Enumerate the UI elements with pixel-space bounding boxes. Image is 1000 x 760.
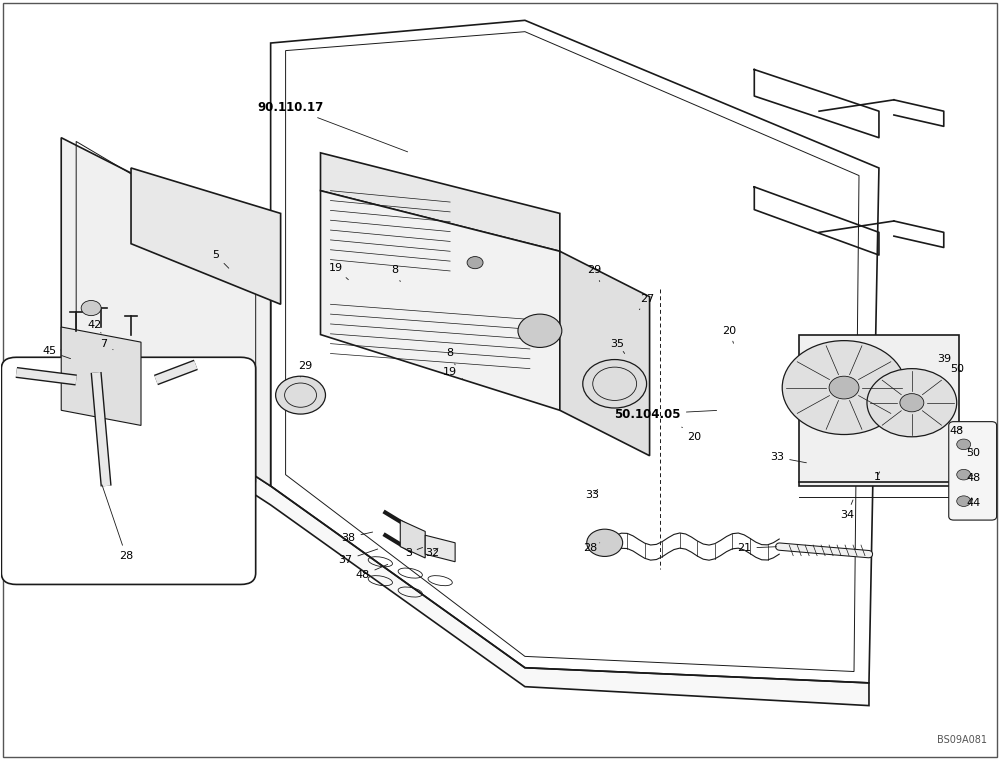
- Polygon shape: [799, 334, 959, 486]
- Text: 35: 35: [611, 339, 625, 353]
- Text: 28: 28: [583, 543, 600, 553]
- Polygon shape: [61, 350, 869, 705]
- Text: 29: 29: [588, 265, 602, 281]
- Text: 44: 44: [967, 498, 981, 508]
- Circle shape: [81, 300, 101, 315]
- FancyBboxPatch shape: [1, 357, 256, 584]
- Text: 29: 29: [298, 361, 313, 377]
- FancyBboxPatch shape: [949, 422, 997, 520]
- Text: 19: 19: [443, 367, 463, 378]
- Circle shape: [276, 376, 325, 414]
- Text: 33: 33: [585, 489, 599, 500]
- Text: 33: 33: [770, 452, 806, 463]
- Polygon shape: [131, 168, 281, 304]
- Text: 48: 48: [950, 426, 964, 436]
- Circle shape: [867, 369, 957, 437]
- Polygon shape: [425, 535, 455, 562]
- Text: 8: 8: [447, 349, 455, 365]
- Circle shape: [782, 340, 906, 435]
- Circle shape: [957, 470, 971, 480]
- Text: 42: 42: [87, 320, 101, 333]
- Text: 28: 28: [102, 485, 133, 561]
- Text: 50: 50: [950, 363, 964, 374]
- Text: 21: 21: [737, 543, 776, 553]
- Text: 7: 7: [101, 339, 113, 350]
- Text: 38: 38: [341, 532, 373, 543]
- Text: 27: 27: [639, 294, 655, 309]
- Text: 50.104.05: 50.104.05: [614, 407, 717, 420]
- Text: 20: 20: [682, 427, 702, 442]
- Text: BS09A081: BS09A081: [937, 735, 987, 745]
- Text: 1: 1: [873, 472, 880, 482]
- Circle shape: [587, 529, 623, 556]
- Text: 34: 34: [840, 500, 854, 520]
- Text: 20: 20: [722, 326, 736, 344]
- Polygon shape: [61, 138, 271, 486]
- Polygon shape: [400, 520, 425, 558]
- Text: 90.110.17: 90.110.17: [257, 101, 408, 152]
- Polygon shape: [61, 327, 141, 426]
- Circle shape: [829, 376, 859, 399]
- Text: 39: 39: [937, 354, 957, 365]
- Polygon shape: [320, 191, 560, 410]
- Circle shape: [900, 394, 924, 412]
- Polygon shape: [320, 153, 560, 252]
- Text: 37: 37: [338, 549, 378, 565]
- Circle shape: [957, 496, 971, 506]
- Circle shape: [583, 359, 647, 408]
- Text: 8: 8: [392, 265, 400, 281]
- Polygon shape: [560, 252, 650, 456]
- Text: 50: 50: [967, 448, 981, 458]
- Text: 5: 5: [212, 250, 229, 268]
- Text: 45: 45: [42, 347, 71, 359]
- Text: 19: 19: [328, 263, 348, 280]
- Circle shape: [957, 439, 971, 450]
- Text: 48: 48: [355, 565, 388, 581]
- Circle shape: [518, 314, 562, 347]
- Text: 32: 32: [425, 548, 439, 558]
- Text: 48: 48: [967, 473, 981, 483]
- Text: 3: 3: [405, 547, 423, 558]
- Circle shape: [467, 257, 483, 269]
